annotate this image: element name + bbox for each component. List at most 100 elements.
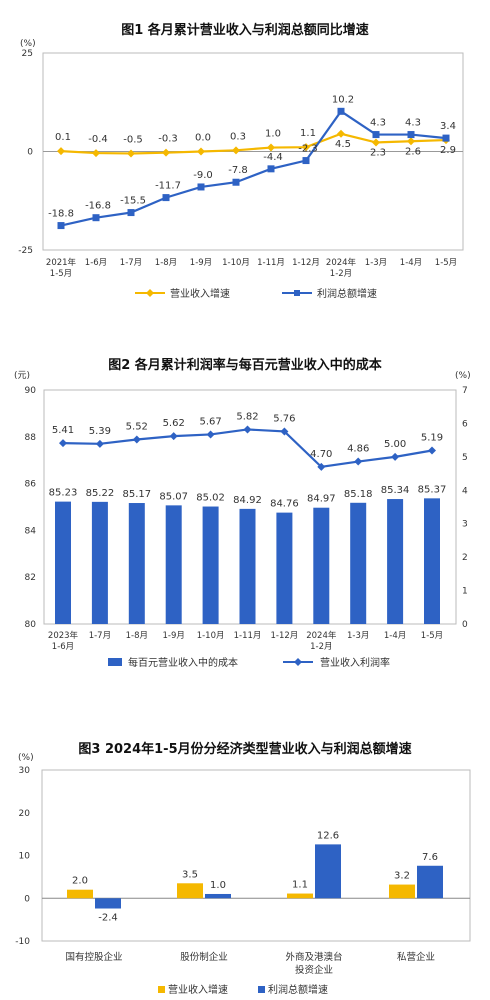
chart-2-point [132, 435, 141, 444]
chart-2-line-label: 5.82 [236, 411, 258, 422]
chart-2-legend-marker [294, 658, 302, 666]
chart-2-x-tick: 1-4月 [384, 631, 406, 641]
chart-1-data-label: -15.5 [120, 196, 146, 207]
chart-2-bar [91, 501, 108, 624]
chart-1-series-line [60, 132, 447, 155]
chart-2: 图2 各月累计利润率与每百元营业收入中的成本 (元) (%) 80 82 84 86 88 9… [0, 340, 490, 680]
chart-1-point [302, 143, 310, 152]
chart-1-point [92, 149, 100, 158]
chart-2-bar-label: 84.97 [307, 494, 336, 505]
chart-3-legend-swatch [158, 986, 165, 993]
chart-1-point [372, 131, 380, 139]
chart-3-title: 图3 2024年1-5月份分经济类型营业收入与利润总额增速 [78, 742, 412, 757]
chart-2-legend-swatch [108, 658, 122, 666]
chart-2-bar [239, 508, 256, 624]
chart-2-point [95, 439, 104, 448]
chart-1-point [232, 178, 240, 186]
chart-1-point [442, 134, 450, 142]
chart-3-x-tick: 投资企业 [295, 964, 333, 976]
chart-2-y-tick-right: 4 [462, 486, 468, 496]
chart-3-bar-label: 1.1 [292, 880, 308, 891]
chart-3-legend-label: 利润总额增速 [268, 983, 328, 996]
chart-1-x-tick: 1-8月 [155, 258, 177, 268]
chart-2-bar-label: 85.18 [344, 489, 373, 500]
chart-1-legend-marker [294, 290, 300, 296]
chart-1-data-label: -9.0 [193, 170, 213, 181]
chart-1-y-unit: (%) [20, 39, 36, 49]
chart-1-data-label: 10.2 [332, 94, 354, 105]
chart-2-line-label: 5.41 [52, 425, 74, 436]
chart-3-x-tick: 股份制企业 [180, 951, 228, 963]
chart-1-point [127, 149, 135, 158]
chart-2-bar [313, 507, 330, 624]
chart-1-point [337, 129, 345, 138]
chart-2-point [428, 446, 436, 455]
chart-1-data-label: -11.7 [155, 181, 181, 192]
chart-3-legend-swatch [258, 986, 265, 993]
chart-1-data-label: -7.8 [228, 165, 248, 176]
chart-1-point [197, 183, 205, 191]
chart-2-line-label: 5.19 [421, 433, 443, 444]
chart-2-x-tick: 1-5月 [421, 631, 443, 641]
chart-2-line-label: 5.39 [89, 426, 111, 437]
chart-1-x-tick: 2024年 [326, 257, 357, 268]
chart-1-data-label: 4.5 [335, 139, 351, 150]
chart-3-bar [95, 898, 121, 909]
chart-2-y-tick-right: 3 [462, 520, 468, 530]
chart-2-bar-label: 85.22 [86, 488, 115, 499]
chart-2-y-tick-left: 86 [25, 480, 37, 490]
chart-2-x-tick: 1-8月 [126, 631, 148, 641]
chart-2-bar-label: 85.17 [122, 489, 151, 500]
chart-1-data-label: 4.3 [405, 118, 421, 129]
chart-1-data-label: -0.4 [88, 134, 108, 145]
chart-2-y-tick-left: 84 [25, 526, 37, 536]
chart-1-x-tick: 1-3月 [365, 258, 387, 268]
chart-3-bar-label: -2.4 [98, 913, 118, 924]
chart-1-point [57, 222, 65, 230]
chart-3-frame [41, 769, 471, 942]
chart-3-legend-label: 营业收入增速 [168, 983, 228, 996]
chart-2-y-tick-left: 88 [25, 433, 37, 443]
chart-3-bar [389, 884, 415, 899]
chart-2-point [243, 425, 252, 434]
chart-2-point [169, 432, 178, 441]
chart-1-point [232, 146, 240, 155]
chart-2-x-tick: 1-2月 [310, 642, 332, 652]
chart-2-point [280, 427, 289, 436]
chart-1-data-label: 3.4 [440, 121, 456, 132]
chart-1-x-tick: 2021年 [46, 257, 77, 268]
chart-1-data-label: 0.3 [230, 131, 246, 142]
chart-2-point [354, 457, 363, 466]
chart-1-data-label: -0.3 [158, 134, 178, 145]
chart-2-x-tick: 1-3月 [347, 631, 369, 641]
chart-1-x-tick: 1-6月 [85, 258, 107, 268]
chart-2-bar-label: 84.76 [270, 499, 299, 510]
chart-1-x-tick: 1-4月 [400, 258, 422, 268]
chart-2-line-label: 5.00 [384, 439, 406, 450]
chart-2-line-label: 5.52 [126, 421, 148, 432]
chart-2-bar [387, 499, 404, 624]
chart-2-x-tick: 2024年 [306, 630, 337, 641]
chart-1-point [337, 107, 345, 115]
chart-2-bar [202, 506, 219, 624]
chart-2-bar-label: 85.07 [159, 491, 188, 502]
chart-3-y-tick: -10 [15, 937, 30, 947]
chart-1-point [92, 214, 100, 222]
chart-2-y-unit-left: (元) [14, 371, 30, 381]
chart-1-x-tick: 1-7月 [120, 258, 142, 268]
chart-1-data-label: 2.9 [440, 145, 456, 156]
chart-2-line-label: 5.62 [163, 418, 185, 429]
chart-3-x-tick: 私营企业 [397, 951, 435, 963]
chart-1-legend-marker [146, 289, 154, 297]
chart-3-bar-label: 2.0 [72, 876, 88, 887]
chart-1-data-label: 1.0 [265, 129, 281, 140]
chart-1-point [407, 131, 415, 139]
chart-3-y-tick: 0 [24, 894, 30, 904]
chart-2-x-tick: 1-12月 [271, 631, 299, 641]
chart-2-y-tick-right: 7 [462, 386, 468, 396]
chart-1-data-label: 1.1 [300, 128, 316, 139]
chart-2-x-tick: 1-7月 [89, 631, 111, 641]
chart-1-x-tick: 1-12月 [292, 258, 320, 268]
chart-1-data-label: 2.3 [370, 147, 386, 158]
chart-2-line-label: 5.76 [273, 413, 295, 424]
